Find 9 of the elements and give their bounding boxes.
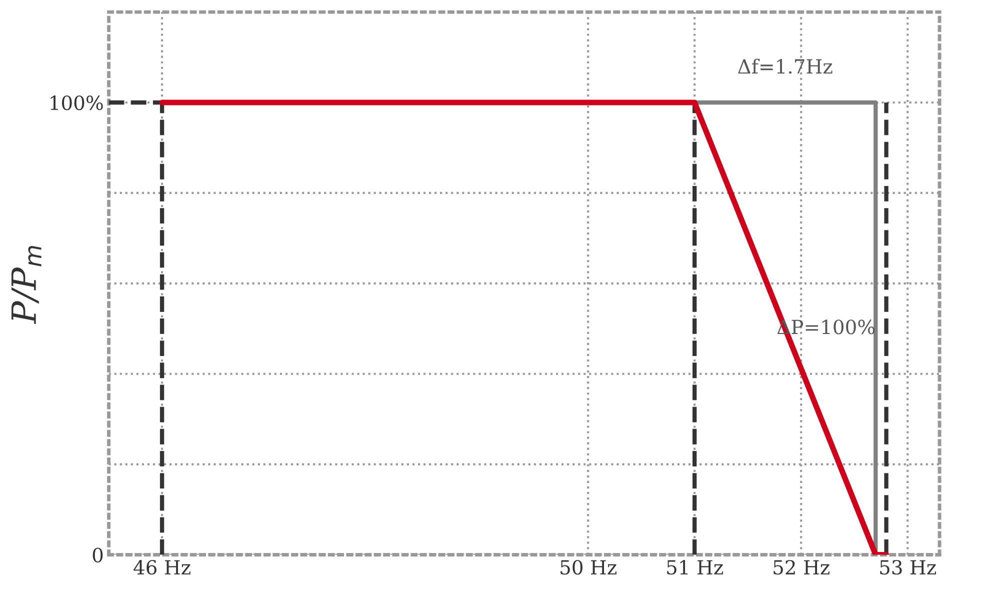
y-axis-title: P/P$_{m}$ <box>12 246 42 324</box>
x-tick-label: 51 Hz <box>667 560 723 575</box>
x-tick-label: 52 Hz <box>774 560 830 575</box>
x-tick-label: 53 Hz <box>880 560 936 575</box>
y-tick-label: 0 <box>92 548 103 562</box>
annotation: Δf=1.7Hz <box>738 58 832 74</box>
x-tick-label: 50 Hz <box>560 560 616 575</box>
x-tick-label: 46 Hz <box>134 560 190 575</box>
y-tick-label: 100% <box>50 95 103 110</box>
